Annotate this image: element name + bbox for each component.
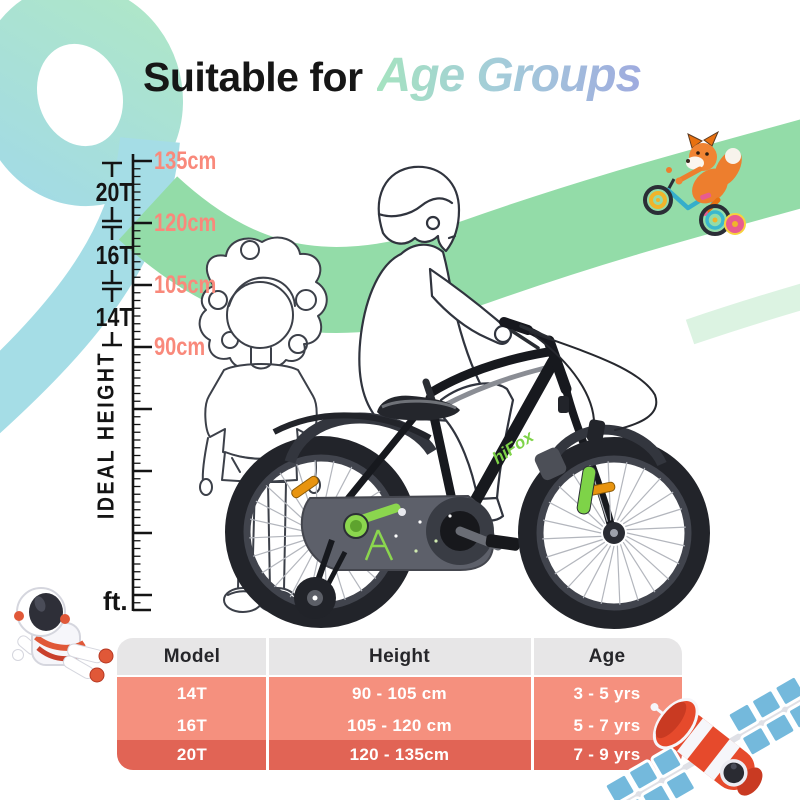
girl-line-art: [198, 236, 328, 613]
cell-model-16t: 16T: [176, 715, 208, 735]
table-header-divider: [117, 675, 682, 677]
fork-green-accent: [576, 465, 597, 515]
height-mark-90: 90cm: [154, 333, 206, 361]
feet-unit-label: ft.: [103, 586, 128, 616]
front-reflector: [584, 481, 616, 497]
height-mark-135: 135cm: [154, 147, 217, 175]
table-row: 20T 120 - 135cm 7 - 9 yrs: [117, 740, 682, 770]
model-mark-14t: 14T: [95, 302, 133, 332]
cell-model-20t: 20T: [176, 745, 208, 764]
front-wheel: [518, 437, 710, 629]
astronaut-toy-icon: [12, 587, 114, 683]
table-row: 16T 105 - 120 cm 5 - 7 yrs: [117, 711, 682, 740]
cell-height-20t: 120 - 135cm: [349, 745, 450, 764]
height-mark-120: 120cm: [154, 209, 217, 237]
bike-frame: [317, 335, 616, 536]
header-height: Height: [369, 645, 430, 667]
rear-wheel: [225, 436, 417, 628]
table-row: 14T 90 - 105 cm 3 - 5 yrs: [117, 677, 682, 711]
model-mark-16t: 16T: [95, 240, 133, 270]
kids-bike: hiFox: [225, 317, 710, 629]
green-ribbon-band: [118, 119, 800, 345]
model-mark-20t: 20T: [95, 177, 133, 207]
height-mark-105: 105cm: [154, 271, 217, 299]
cell-age-16t: 5 - 7 yrs: [573, 715, 641, 735]
header-age: Age: [588, 645, 626, 667]
table-column-divider: [531, 638, 534, 770]
table-header-row: Model Height Age: [117, 638, 682, 675]
fox-on-bike-icon: [643, 130, 746, 236]
size-table: Model Height Age 14T 90 - 105 cm 3 - 5 y…: [117, 638, 682, 770]
cell-model-14t: 14T: [176, 684, 208, 703]
rear-reflector: [291, 475, 319, 499]
saddle: [377, 395, 460, 421]
cell-height-16t: 105 - 120 cm: [347, 715, 452, 735]
cell-age-14t: 3 - 5 yrs: [573, 684, 641, 703]
title-highlight: Age Groups: [376, 49, 643, 102]
telescope-graphic: [343, 503, 452, 561]
cell-age-20t: 7 - 9 yrs: [573, 745, 641, 764]
bike-brand-logo: hiFox: [489, 426, 538, 468]
cell-height-14t: 90 - 105 cm: [352, 684, 447, 703]
chain-guard: [300, 494, 521, 571]
title-prefix: Suitable for: [143, 54, 363, 100]
front-fender: [543, 424, 667, 471]
table-column-divider: [266, 638, 269, 770]
ideal-height-label: IDEAL HEIGHT: [92, 350, 119, 520]
page-title: Suitable for Age Groups: [143, 48, 643, 103]
header-model: Model: [163, 645, 221, 667]
training-wheel: [294, 539, 348, 619]
rear-fender: [284, 412, 437, 464]
boy-line-art: [358, 165, 515, 522]
pedal: [485, 534, 521, 551]
handlebar: [499, 317, 658, 443]
